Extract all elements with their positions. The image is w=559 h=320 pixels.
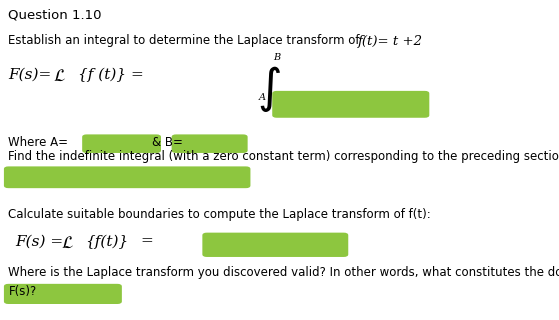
Text: F(s)?: F(s)? [8,285,37,299]
Text: F(s)=: F(s)= [8,67,51,81]
FancyBboxPatch shape [82,134,161,153]
Text: Where A=: Where A= [8,136,68,149]
FancyBboxPatch shape [202,233,348,257]
Text: {f(t)}: {f(t)} [86,234,129,249]
Text: {f (t)} =: {f (t)} = [78,67,144,82]
FancyBboxPatch shape [272,91,429,118]
FancyBboxPatch shape [4,284,122,304]
Text: B: B [273,53,280,62]
FancyBboxPatch shape [172,134,248,153]
Text: Find the indefinite integral (with a zero constant term) corresponding to the pr: Find the indefinite integral (with a zer… [8,150,559,164]
Text: f(t)= t +2: f(t)= t +2 [358,35,423,48]
Text: $\int$: $\int$ [257,64,281,114]
FancyBboxPatch shape [4,166,250,188]
Text: Calculate suitable boundaries to compute the Laplace transform of f(t):: Calculate suitable boundaries to compute… [8,208,431,221]
Text: $\mathcal{L}$: $\mathcal{L}$ [61,234,74,252]
Text: $\mathcal{L}$: $\mathcal{L}$ [53,67,66,85]
Text: =: = [141,234,154,248]
Text: Where is the Laplace transform you discovered valid? In other words, what consti: Where is the Laplace transform you disco… [8,266,559,279]
Text: Question 1.10: Question 1.10 [8,8,102,21]
Text: A: A [258,93,266,102]
Text: Establish an integral to determine the Laplace transform of: Establish an integral to determine the L… [8,34,360,47]
Text: & B=: & B= [152,136,183,149]
Text: F(s) =: F(s) = [16,234,64,248]
